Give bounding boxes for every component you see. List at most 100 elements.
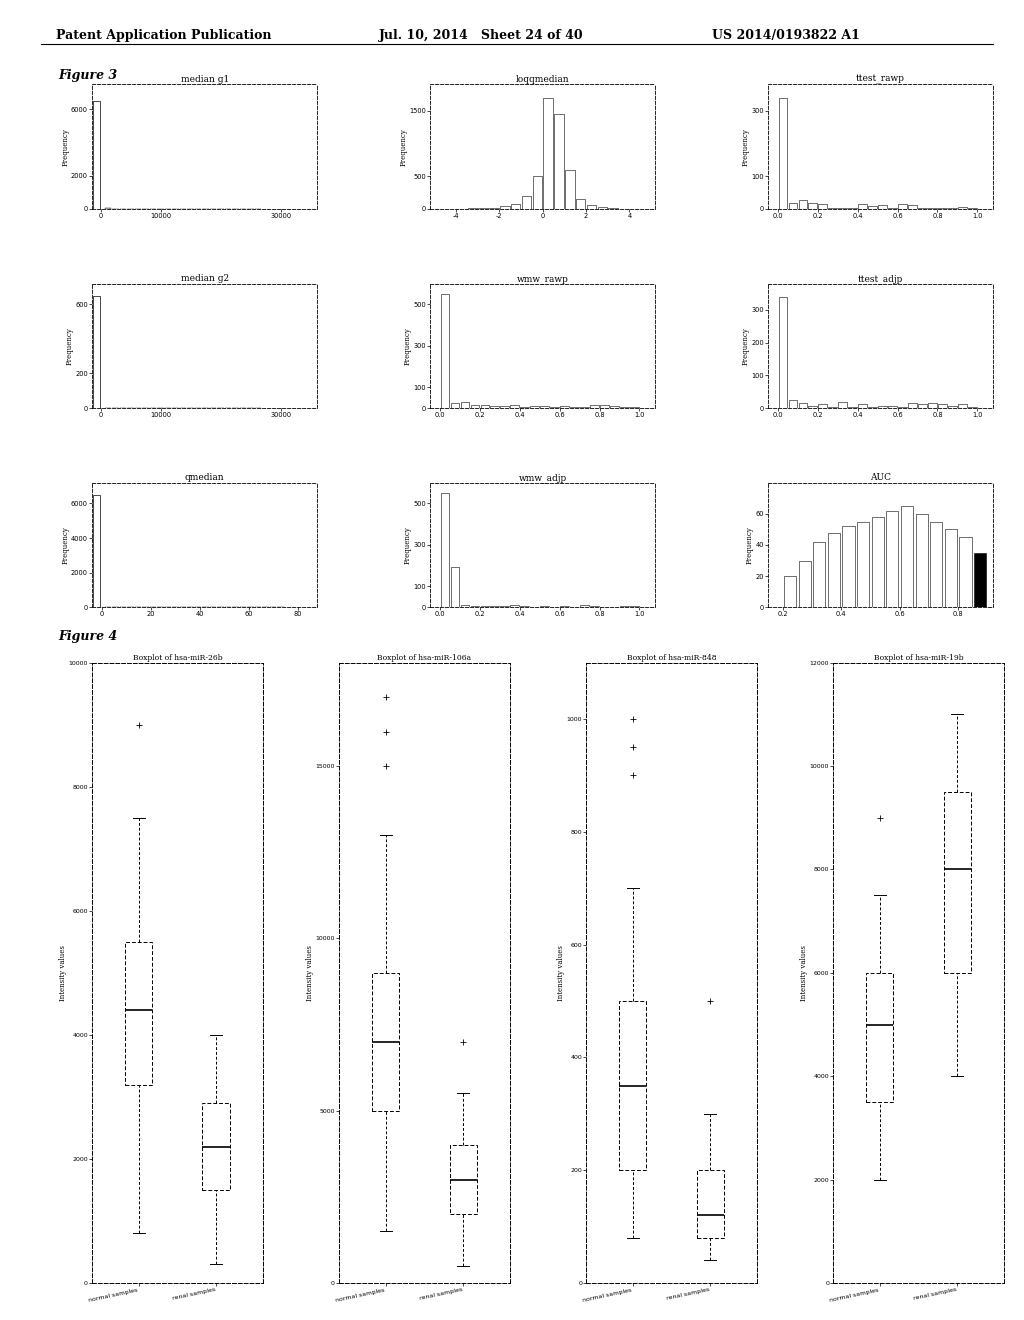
Bar (857, 521, 869, 607)
Title: Boxplot of hsa-miR-848: Boxplot of hsa-miR-848 (627, 653, 716, 661)
Bar (696, 1171, 724, 1238)
Title: AUC: AUC (870, 473, 891, 482)
Bar (871, 517, 884, 607)
Bar (827, 532, 840, 607)
Y-axis label: Frequency: Frequency (741, 327, 750, 364)
Bar (945, 529, 956, 607)
Bar (620, 1001, 646, 1171)
Bar (843, 527, 854, 607)
Bar (541, 407, 549, 408)
Bar (372, 973, 399, 1110)
Bar (554, 115, 564, 209)
Bar (544, 98, 553, 209)
Bar (560, 606, 569, 607)
Title: ttest_adjp: ttest_adjp (858, 273, 903, 284)
Bar (799, 561, 811, 607)
Y-axis label: Intensity values: Intensity values (59, 945, 68, 1001)
Bar (532, 176, 542, 209)
Bar (868, 206, 877, 209)
Title: qmedian: qmedian (185, 473, 224, 482)
Y-axis label: Intensity values: Intensity values (800, 945, 808, 1001)
Y-axis label: Frequency: Frequency (66, 327, 74, 364)
Bar (901, 506, 913, 607)
Bar (587, 205, 596, 209)
Title: Boxplot of hsa-miR-26b: Boxplot of hsa-miR-26b (132, 653, 222, 661)
Text: US 2014/0193822 A1: US 2014/0193822 A1 (712, 29, 859, 42)
Bar (451, 403, 460, 408)
Bar (778, 297, 787, 408)
Bar (908, 403, 916, 408)
Bar (958, 404, 967, 408)
Bar (93, 495, 100, 607)
Y-axis label: Frequency: Frequency (403, 327, 412, 364)
Bar (813, 541, 825, 607)
Bar (610, 405, 618, 408)
Bar (530, 407, 539, 408)
Bar (888, 405, 897, 408)
Bar (809, 405, 817, 408)
Bar (471, 606, 479, 607)
Bar (500, 206, 510, 209)
Bar (915, 513, 928, 607)
Bar (788, 203, 798, 209)
Bar (501, 405, 509, 408)
Bar (788, 400, 798, 408)
Text: Patent Application Publication: Patent Application Publication (56, 29, 271, 42)
Bar (919, 404, 927, 408)
Y-axis label: Frequency: Frequency (61, 128, 70, 165)
Bar (908, 205, 916, 209)
Bar (818, 205, 827, 209)
Bar (898, 203, 907, 209)
Bar (839, 403, 847, 408)
Bar (203, 1104, 229, 1191)
Bar (943, 792, 971, 973)
Bar (511, 203, 520, 209)
Bar (858, 205, 867, 209)
Bar (778, 98, 787, 209)
Bar (461, 605, 469, 607)
Y-axis label: Intensity values: Intensity values (306, 945, 314, 1001)
Bar (480, 606, 489, 607)
Bar (887, 511, 898, 607)
Bar (575, 199, 586, 209)
Bar (471, 405, 479, 408)
Bar (581, 605, 589, 607)
Bar (565, 170, 574, 209)
Bar (938, 404, 947, 408)
Y-axis label: Frequency: Frequency (61, 527, 70, 564)
Bar (590, 405, 599, 408)
Bar (461, 403, 469, 408)
Bar (799, 201, 807, 209)
Title: ttest_rawp: ttest_rawp (856, 75, 905, 84)
Bar (621, 606, 629, 607)
Title: median g1: median g1 (180, 75, 229, 83)
Bar (809, 203, 817, 209)
Text: Jul. 10, 2014   Sheet 24 of 40: Jul. 10, 2014 Sheet 24 of 40 (379, 29, 584, 42)
Bar (440, 294, 450, 408)
Title: median g2: median g2 (181, 273, 228, 282)
Title: loqqmedian: loqqmedian (516, 75, 569, 83)
Bar (818, 404, 827, 408)
Bar (560, 407, 569, 408)
Bar (930, 521, 942, 607)
Title: wmw_adjp: wmw_adjp (518, 473, 567, 483)
Bar (93, 102, 100, 209)
Bar (451, 568, 460, 607)
Bar (510, 405, 519, 408)
Bar (799, 403, 807, 408)
Text: Figure 4: Figure 4 (58, 630, 118, 643)
Bar (879, 206, 887, 209)
Bar (866, 973, 893, 1102)
Bar (879, 405, 887, 408)
Bar (784, 576, 796, 607)
Y-axis label: Frequency: Frequency (741, 128, 750, 165)
Bar (490, 405, 500, 408)
Bar (93, 296, 100, 408)
Bar (974, 553, 986, 607)
Bar (440, 494, 450, 607)
Y-axis label: Frequency: Frequency (399, 128, 408, 165)
Bar (490, 606, 500, 607)
Bar (590, 606, 599, 607)
Y-axis label: Frequency: Frequency (403, 527, 412, 564)
Y-axis label: Intensity values: Intensity values (557, 945, 565, 1001)
